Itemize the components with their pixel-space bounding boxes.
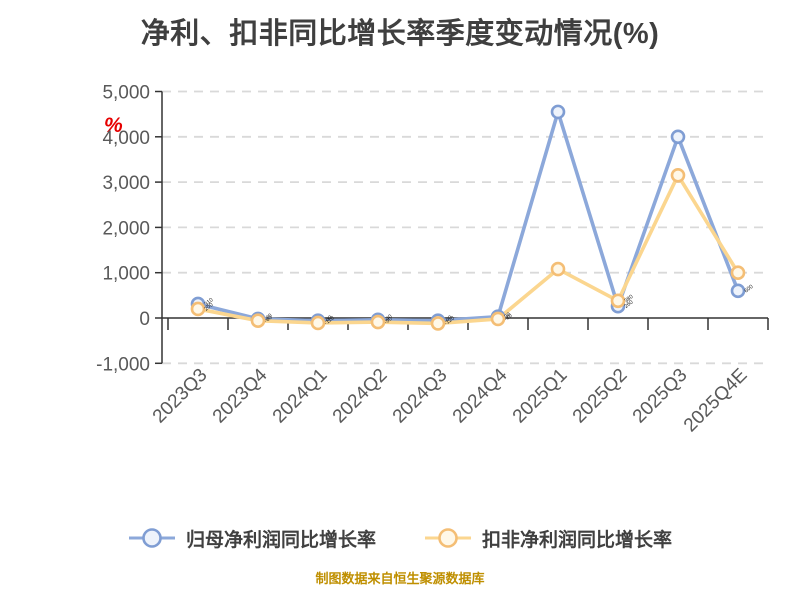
tiny-data-label: 30	[504, 312, 513, 320]
tiny-data-label: -110	[324, 315, 336, 326]
tiny-data-label: 380	[624, 294, 635, 304]
x-tick-label: 2025Q1	[509, 365, 572, 428]
tiny-data-label: -90	[384, 316, 394, 326]
x-tick-label: 2024Q1	[269, 365, 332, 428]
legend-marker-yellow-line-icon	[425, 528, 471, 548]
data-point-non-gaap-2024Q3	[430, 316, 446, 331]
chart-title: 净利、扣非同比增长率季度变动情况(%)	[140, 18, 660, 50]
series-line-net-profit	[196, 110, 740, 323]
tiny-data-label: -20	[504, 313, 514, 323]
data-point-net-profit-2025Q4E	[730, 283, 746, 299]
x-tick-label: 2024Q2	[329, 365, 392, 428]
data-point-net-profit-2025Q1	[550, 104, 566, 120]
tiny-data-label: -120	[444, 316, 456, 328]
x-tick-label: 2024Q4	[449, 364, 512, 427]
legend-item-net-profit-growth: 归母净利润同比增长率	[128, 525, 376, 552]
x-tick-label: 2025Q2	[569, 365, 632, 428]
x-tick-label: 2023Q3	[149, 365, 212, 428]
tiny-data-label: -60	[444, 315, 454, 325]
tiny-data-label: -20	[264, 313, 274, 323]
tiny-data-label: 260	[624, 299, 635, 309]
chart-legend: 归母净利润同比增长率 扣非净利润同比增长率	[0, 518, 800, 558]
data-point-non-gaap-2025Q2	[610, 293, 626, 309]
data-point-non-gaap-2023Q4	[250, 313, 266, 329]
data-point-non-gaap-2025Q3	[670, 168, 686, 183]
y-tick-label: 2,000	[102, 218, 150, 239]
y-tick-label: 3,000	[102, 173, 150, 194]
x-tick-label: 2023Q4	[209, 364, 272, 427]
data-point-non-gaap-2024Q4	[490, 311, 506, 327]
data-point-non-gaap-2025Q1	[550, 261, 566, 277]
x-tick-label: 2024Q3	[389, 365, 452, 428]
legend-label-non-gaap-growth: 扣非净利润同比增长率	[482, 529, 673, 551]
tiny-data-label: 200	[204, 302, 215, 312]
data-point-non-gaap-2023Q3	[190, 301, 206, 317]
data-point-non-gaap-2025Q4E	[730, 265, 746, 281]
tiny-data-label: -60	[324, 315, 334, 325]
tiny-data-label: -60	[264, 315, 274, 325]
legend-item-non-gaap-growth: 扣非净利润同比增长率	[424, 525, 672, 552]
series-line-non-gaap	[196, 173, 740, 326]
data-point-non-gaap-2024Q1	[310, 315, 326, 331]
y-tick-label: 5,000	[102, 83, 150, 104]
axis-unit-percent-annotation: %	[104, 114, 123, 137]
legend-marker-blue-line-icon	[128, 528, 175, 548]
tiny-data-label: 600	[744, 284, 755, 294]
tiny-data-label: -40	[384, 314, 394, 324]
y-tick-label: 4,000	[102, 128, 150, 149]
y-tick-label: 1,000	[102, 264, 150, 285]
data-point-non-gaap-2024Q2	[370, 314, 386, 330]
tiny-data-label: 310	[204, 297, 215, 307]
y-tick-label: -1,000	[96, 354, 150, 375]
data-source-note: 制图数据来自恒生聚源数据库	[315, 571, 485, 586]
legend-label-net-profit-growth: 归母净利润同比增长率	[185, 529, 376, 551]
x-tick-label: 2025Q4E	[680, 365, 752, 437]
y-tick-label: 0	[139, 309, 150, 330]
data-point-net-profit-2025Q3	[670, 129, 686, 145]
